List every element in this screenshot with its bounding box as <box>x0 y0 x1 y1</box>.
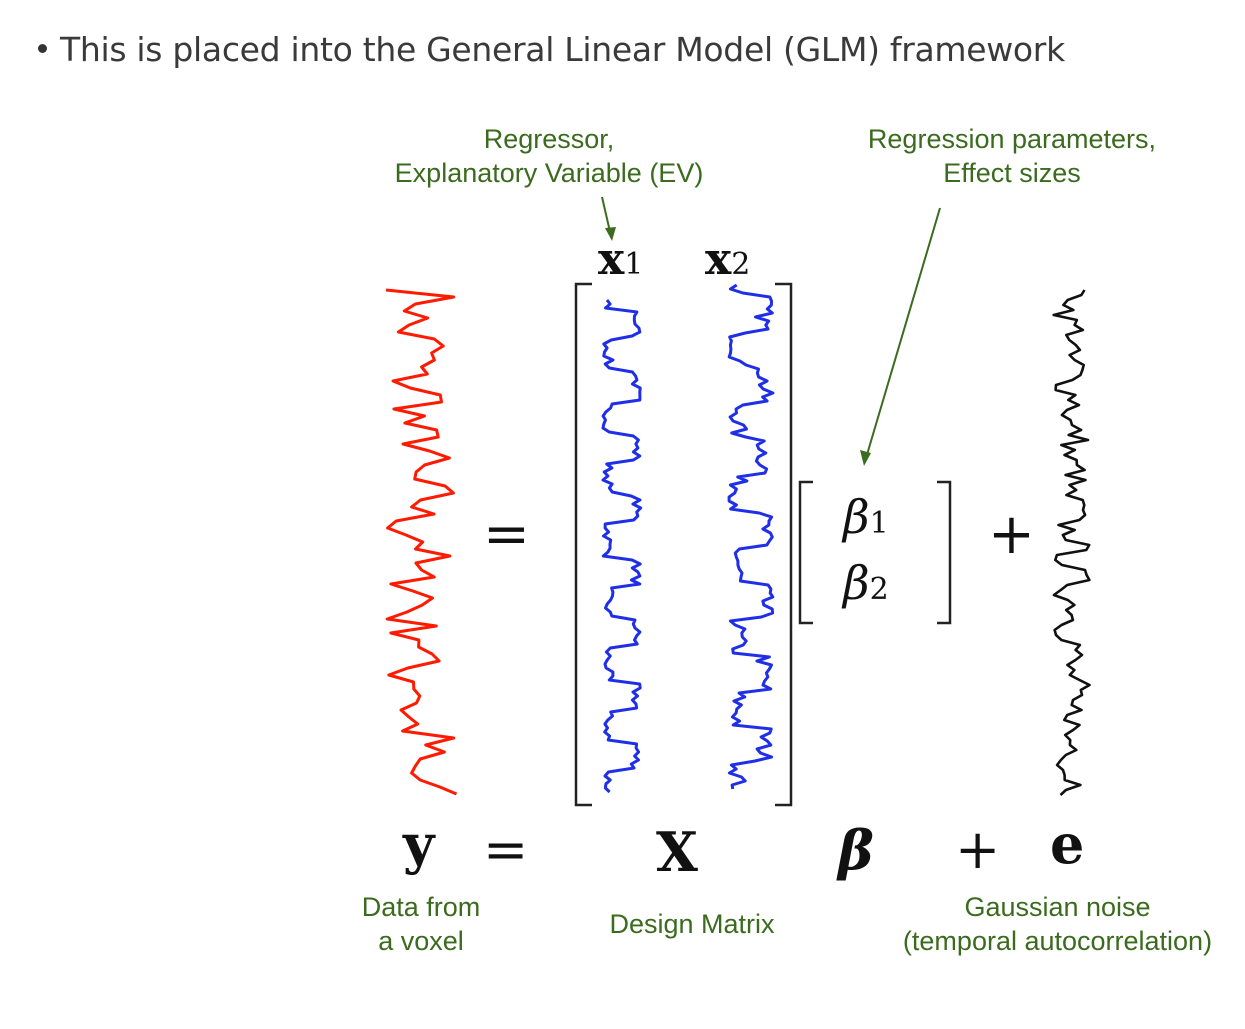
voxel-signal <box>385 288 458 796</box>
regressor-arrow <box>601 196 616 241</box>
X-symbol: X <box>656 820 698 884</box>
matrix-right-bracket <box>775 282 793 807</box>
x2-label: x2 <box>705 234 751 285</box>
regressor-line1: Regressor, <box>483 124 615 154</box>
beta2-label: β2 <box>843 556 889 610</box>
noise-line1: Gaussian noise <box>964 892 1151 922</box>
beta-right-bracket <box>937 480 952 625</box>
regressor-line2: Explanatory Variable (EV) <box>394 158 704 188</box>
equals-sign-top: = <box>483 502 530 567</box>
regressor-annotation: Regressor, Explanatory Variable (EV) <box>376 122 722 190</box>
plus-sign-bottom: + <box>955 818 1001 881</box>
params-line2: Effect sizes <box>943 158 1081 188</box>
noise-annotation: Gaussian noise (temporal autocorrelation… <box>880 890 1235 958</box>
data-line2: a voxel <box>378 926 464 956</box>
equals-sign-bottom: = <box>483 818 529 881</box>
params-line1: Regression parameters, <box>867 124 1157 154</box>
e-symbol: e <box>1050 812 1085 876</box>
y-symbol: y <box>403 812 435 876</box>
beta-symbol: β <box>838 818 874 882</box>
beta-left-bracket <box>798 480 813 625</box>
x1-label: x1 <box>598 234 644 285</box>
data-line1: Data from <box>361 892 481 922</box>
beta1-label: β1 <box>843 490 889 544</box>
regressor-x1-signal <box>601 299 643 794</box>
noise-signal <box>1052 289 1091 796</box>
params-annotation: Regression parameters, Effect sizes <box>845 122 1179 190</box>
matrix-left-bracket <box>574 282 592 807</box>
data-annotation: Data from a voxel <box>345 890 497 958</box>
noise-line2: (temporal autocorrelation) <box>902 926 1213 956</box>
regressor-x2-signal <box>727 283 775 790</box>
bullet-dot <box>38 44 47 53</box>
bullet-text: This is placed into the General Linear M… <box>60 30 1065 69</box>
params-arrow <box>860 207 941 466</box>
design-annotation: Design Matrix <box>609 909 775 939</box>
plus-sign-top: + <box>988 502 1035 567</box>
